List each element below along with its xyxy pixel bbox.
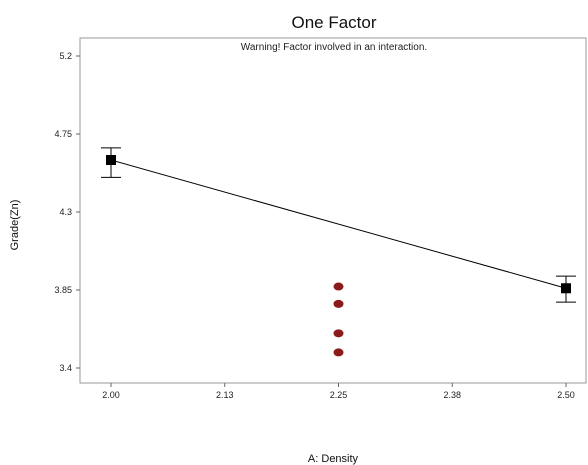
y-tick-label: 3.4 [59, 363, 72, 373]
design-points-layer [333, 282, 344, 357]
x-tick-label: 2.50 [557, 390, 575, 400]
y-tick-label: 3.85 [54, 285, 72, 295]
x-tick-label: 2.13 [216, 390, 234, 400]
data-point [106, 155, 116, 165]
y-axis-label: Grade(Zn) [9, 200, 21, 251]
plot-frame [79, 37, 587, 384]
y-tick-label: 5.2 [59, 51, 72, 61]
design-point [333, 299, 344, 308]
x-tick-label: 2.25 [330, 390, 348, 400]
chart-title: One Factor [291, 13, 376, 32]
data-point [561, 283, 571, 294]
x-axis-label: A: Density [308, 453, 359, 465]
x-tick-label: 2.00 [102, 390, 120, 400]
series-layer [101, 147, 576, 303]
design-point [333, 348, 344, 357]
y-axis-ticks: 3.4 3.85 4.3 4.75 5.2 [54, 51, 80, 373]
y-tick-label: 4.3 [59, 207, 72, 217]
series-line [110, 159, 567, 289]
design-point [333, 329, 344, 338]
design-point [333, 282, 344, 291]
y-tick-label: 4.75 [54, 129, 72, 139]
x-axis-ticks: 2.00 2.13 2.25 2.38 2.50 [102, 383, 575, 400]
chart-subtitle: Warning! Factor involved in an interacti… [241, 42, 427, 53]
x-tick-label: 2.38 [443, 390, 461, 400]
